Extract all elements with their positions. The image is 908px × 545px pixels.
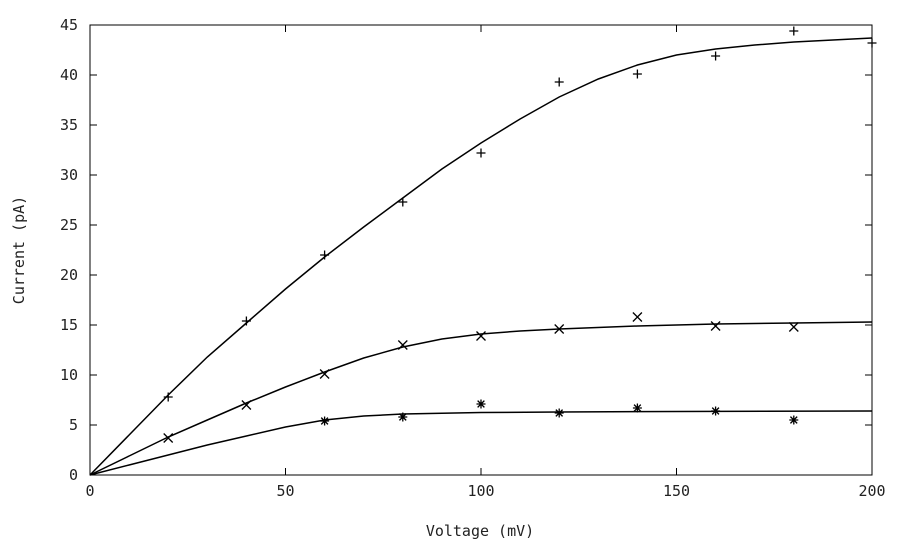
y-tick-label: 40 [60,66,78,84]
data-point-cross [241,400,252,410]
data-point-plus [398,197,408,207]
y-tick-label: 30 [60,166,78,184]
data-point-cross [476,331,486,341]
fit-line-series-1 [89,37,873,476]
data-point-star [711,406,721,416]
y-tick-label: 0 [69,466,78,484]
data-point-star [476,399,486,409]
data-point-plus [711,51,721,61]
x-tick-label: 50 [276,482,294,500]
y-tick-label: 20 [60,266,78,284]
x-tick-label: 0 [85,482,94,500]
data-point-cross [554,324,565,334]
y-tick-label: 45 [60,16,78,34]
data-point-star [789,415,799,425]
data-point-cross [788,322,799,332]
data-point-plus [163,392,173,402]
data-point-plus [320,250,330,260]
x-axis-label: Voltage (mV) [426,522,534,540]
data-point-cross [397,340,408,350]
y-axis-label: Current (pA) [10,196,28,304]
data-point-cross [319,369,330,379]
data-point-star [632,403,642,413]
data-markers [163,26,877,443]
y-tick-label: 5 [69,416,78,434]
data-point-star [320,416,330,426]
fit-lines [89,37,873,476]
data-point-star [398,412,408,422]
data-point-plus [867,38,877,48]
data-point-plus [476,148,486,158]
data-point-plus [554,77,564,87]
data-point-plus [789,26,799,36]
data-point-cross [710,321,721,331]
data-point-plus [241,316,251,326]
data-point-star [554,408,564,418]
fit-line-series-2 [89,321,873,476]
axis-tick-labels: 0 50 100 150 200 0 5 10 15 20 25 30 35 40 45 [60,16,886,500]
y-tick-label: 10 [60,366,78,384]
y-tick-label: 25 [60,216,78,234]
y-tick-label: 15 [60,316,78,334]
data-point-cross [163,433,174,443]
data-point-plus [632,69,642,79]
x-tick-label: 100 [467,482,494,500]
x-tick-label: 200 [858,482,885,500]
data-point-cross [632,312,643,322]
x-tick-label: 150 [663,482,690,500]
axis-ticks [89,24,873,476]
y-tick-label: 35 [60,116,78,134]
